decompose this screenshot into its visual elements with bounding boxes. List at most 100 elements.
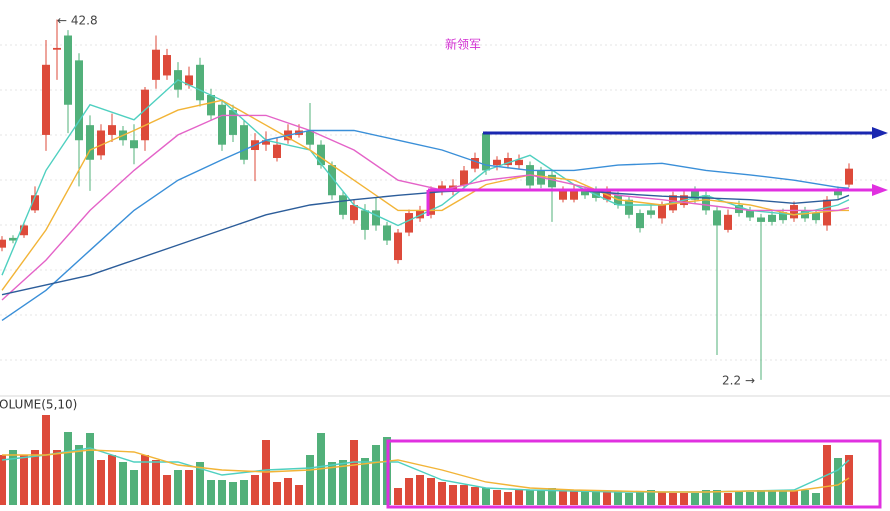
volume-bar (306, 455, 314, 505)
candle-body (328, 165, 336, 196)
candle-body (20, 225, 28, 236)
volume-bar (229, 482, 237, 505)
candle-body (64, 35, 72, 105)
volume-bar (614, 492, 622, 505)
candle-body (493, 159, 501, 166)
volume-bar (295, 485, 303, 505)
volume-bar (152, 460, 160, 505)
candle-body (757, 217, 765, 222)
volume-bar (515, 490, 523, 505)
candle-body (647, 210, 655, 215)
candle-body (97, 130, 105, 156)
volume-bar (339, 460, 347, 505)
candle-body (713, 210, 721, 226)
volume-bar (119, 462, 127, 505)
candle-body (141, 89, 149, 141)
volume-bar (460, 485, 468, 505)
volume-bar (0, 455, 6, 505)
volume-bar (9, 450, 17, 505)
moving-average-line (1, 129, 850, 321)
candle-body (306, 130, 314, 145)
candle-body (790, 205, 798, 219)
candle-body (779, 212, 787, 221)
volume-bar (53, 450, 61, 505)
volume-bar (724, 493, 732, 505)
volume-bar (108, 455, 116, 505)
volume-bar (702, 490, 710, 505)
candle-body (317, 144, 325, 166)
volume-bar (779, 490, 787, 505)
annotations (386, 127, 888, 509)
max-label: ← 42.8 (57, 14, 98, 28)
volume-bar (207, 480, 215, 505)
volume-bar (240, 480, 248, 505)
candle-body (218, 104, 226, 145)
candle-body (581, 189, 589, 196)
grid (0, 44, 890, 361)
volume-bar (75, 445, 83, 505)
magenta-arrowhead (872, 184, 888, 196)
candle-body (394, 232, 402, 261)
volume-bar (482, 488, 490, 505)
volume-bar (504, 492, 512, 505)
volume-bar (801, 490, 809, 505)
candle-body (548, 174, 556, 188)
volume-bar (141, 455, 149, 505)
volume-bar (196, 462, 204, 505)
volume-bar (20, 455, 28, 505)
volume-bar (559, 490, 567, 505)
candle-body (53, 47, 61, 50)
candle-body (416, 210, 424, 219)
volume-bar (493, 490, 501, 505)
candle-body (229, 110, 237, 135)
candle-body (570, 189, 578, 200)
candle-body (427, 189, 435, 215)
volume-bar (570, 490, 578, 505)
candle-body (592, 189, 600, 198)
candle-body (845, 168, 853, 185)
volume-bar (42, 415, 50, 505)
candle-body (834, 189, 842, 196)
volume-bar (405, 478, 413, 505)
min-label: 2.2 → (722, 374, 755, 388)
volume-bar (834, 458, 842, 505)
candle-body (372, 210, 380, 226)
candle-body (9, 237, 17, 241)
volume-bar (581, 491, 589, 505)
volume-bar (790, 491, 798, 505)
volume-bar (768, 491, 776, 505)
volume-bar (394, 488, 402, 505)
volume-bar (97, 460, 105, 505)
volume-bar (537, 490, 545, 505)
candle-body (482, 133, 490, 171)
chart-title: 新领军 (445, 37, 481, 52)
candle-body (625, 199, 633, 215)
volume-bar (746, 492, 754, 505)
volume-highlight-box (386, 439, 882, 509)
candle-body (75, 60, 83, 141)
candle-body (42, 64, 50, 135)
candle-body (0, 239, 6, 248)
candle-body (185, 75, 193, 86)
volume-bar (185, 470, 193, 505)
moving-average-line (1, 114, 850, 301)
candle-body (636, 213, 644, 229)
volume-bar (273, 482, 281, 505)
volume-bar (592, 492, 600, 505)
volume-bar (757, 490, 765, 505)
volume-bar (680, 493, 688, 505)
volume-bar (328, 462, 336, 505)
volume-bar (735, 492, 743, 505)
blue-arrowhead (872, 127, 888, 139)
volume-bar (625, 493, 633, 505)
candle-body (262, 140, 270, 145)
candle-body (196, 64, 204, 101)
candle-body (86, 125, 94, 160)
candle-body (471, 158, 479, 169)
volume-bar (647, 490, 655, 505)
volume-bar (130, 470, 138, 505)
candle-body (108, 125, 116, 135)
volume-bar (548, 488, 556, 505)
